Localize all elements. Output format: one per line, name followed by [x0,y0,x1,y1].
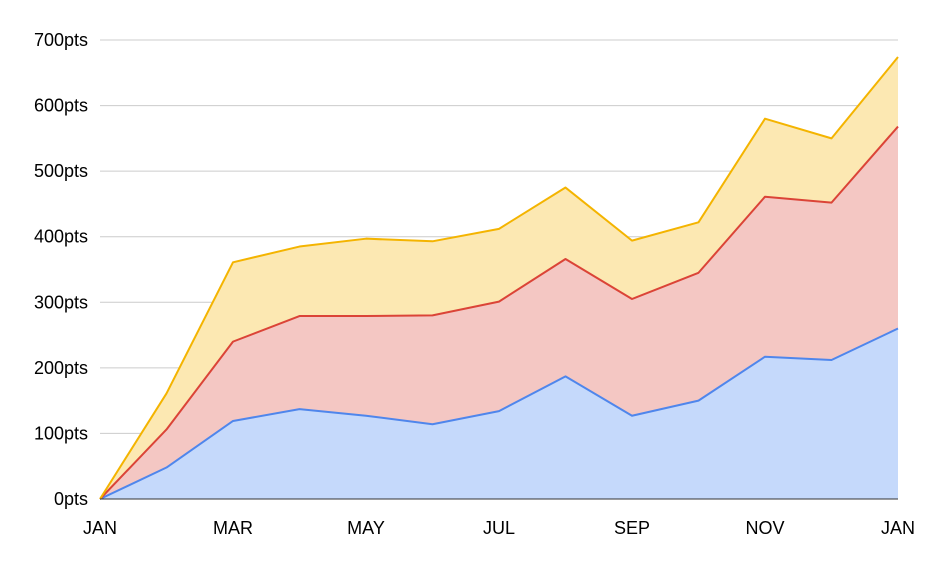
series-3-area [100,57,898,499]
y-tick-label: 100pts [34,423,88,443]
x-tick-label: JAN [881,518,915,538]
y-tick-label: 0pts [54,489,88,509]
y-tick-label: 400pts [34,227,88,247]
series-1-area [100,328,898,499]
y-tick-label: 500pts [34,161,88,181]
area-fills [100,57,898,499]
y-tick-label: 600pts [34,96,88,116]
x-tick-label: SEP [614,518,650,538]
y-tick-label: 700pts [34,30,88,50]
y-tick-label: 300pts [34,292,88,312]
y-tick-label: 200pts [34,358,88,378]
x-tick-label: NOV [745,518,784,538]
series-1-line [99,327,899,500]
x-tick-label: JAN [83,518,117,538]
x-tick-label: JUL [483,518,515,538]
x-tick-label: MAY [347,518,385,538]
series-3-line [99,56,899,500]
series-2-line [99,125,899,500]
x-tick-labels: JAN MAR MAY JUL SEP NOV JAN [83,518,915,538]
y-tick-labels: 0pts 100pts 200pts 300pts 400pts 500pts 600pts… [34,30,88,509]
x-tick-label: MAR [213,518,253,538]
series-lines [99,56,899,500]
series-2-area [100,126,898,499]
